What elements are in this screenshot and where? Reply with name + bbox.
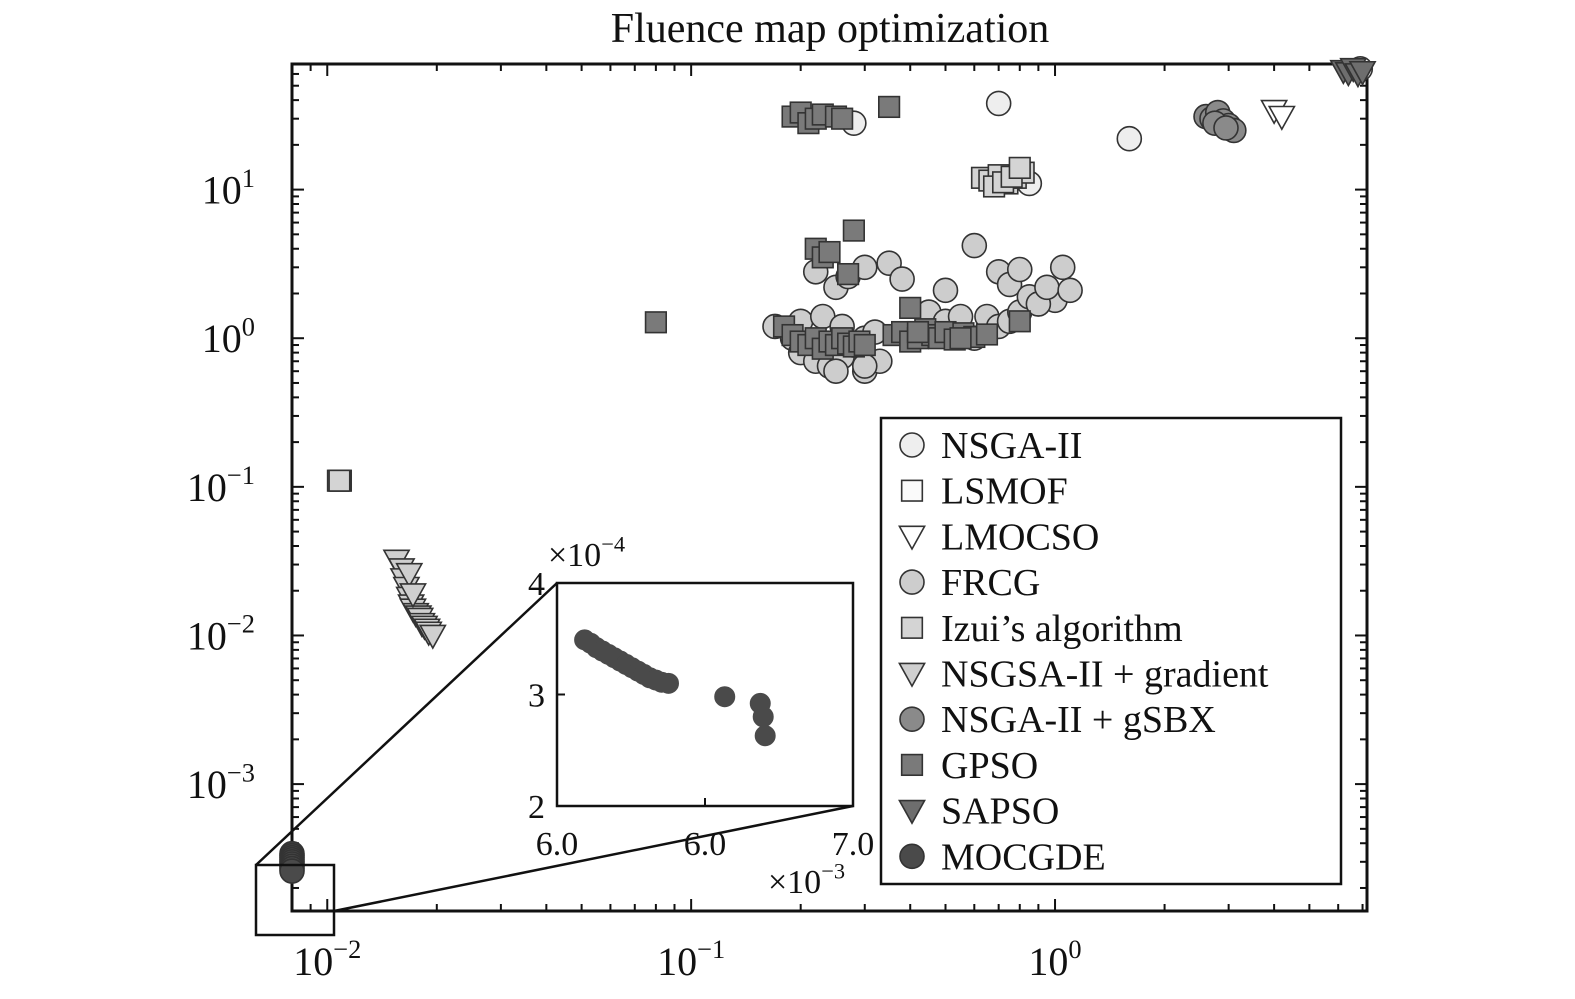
point-gpso — [949, 327, 972, 350]
legend-label: Izui’s algorithm — [941, 608, 1183, 650]
legend-marker — [898, 525, 926, 551]
axes: 10−2 10−1 100 10−3 10−2 10−1 100 101 — [187, 63, 1367, 984]
inset-point-mocgde — [754, 725, 776, 747]
legend-marker — [899, 843, 925, 870]
inset-plot-area — [555, 581, 855, 808]
legend-label: MOCGDE — [941, 836, 1106, 878]
inset-y-tick-label: 4 — [528, 566, 545, 603]
point-frcg — [961, 232, 988, 259]
point-nsga-ii — [985, 90, 1012, 117]
zoom-region-box — [254, 863, 336, 937]
point-gpso — [906, 320, 930, 344]
legend-label: GPSO — [941, 745, 1038, 787]
point-gpso — [853, 333, 876, 357]
legend-marker — [898, 662, 926, 688]
point-gpso — [842, 219, 865, 242]
legend-marker — [900, 479, 924, 502]
point-nsgsa-ii-gradient — [418, 624, 447, 650]
inset-point-mocgde — [714, 686, 736, 708]
point-izui-s-algorithm — [328, 469, 351, 492]
point-lmocso — [1267, 105, 1296, 131]
zoom-inset: 2 3 4 6.0 6.0 7.0 ×10−4 ×10−3 — [254, 532, 875, 937]
point-nsga-ii-gsbx — [1213, 115, 1239, 141]
point-frcg — [851, 353, 878, 379]
y-tick-label: 10−2 — [187, 609, 255, 659]
point-frcg — [1049, 254, 1076, 281]
legend-marker — [900, 616, 924, 639]
legend-marker — [899, 432, 925, 458]
point-sapso — [1348, 60, 1377, 87]
point-frcg — [1034, 274, 1060, 301]
zoom-connector-line — [333, 804, 854, 913]
point-mocgde — [279, 858, 305, 884]
legend-label: FRCG — [941, 562, 1040, 604]
y-tick-label: 10−1 — [187, 460, 255, 510]
point-gpso — [644, 311, 668, 334]
legend-marker — [898, 799, 926, 825]
inset-point-mocgde — [657, 672, 679, 694]
legend-marker — [899, 569, 925, 595]
legend-label: LMOCSO — [941, 516, 1099, 558]
legend-label: SAPSO — [941, 791, 1059, 833]
x-tick-label: 10−1 — [657, 934, 725, 984]
point-frcg — [1057, 277, 1083, 304]
legend-label: NSGA-II — [941, 425, 1082, 467]
point-gpso — [1008, 310, 1031, 333]
point-gpso — [831, 107, 854, 130]
legend-label: NSGA-II + gSBX — [941, 699, 1216, 741]
inset-y-tick-label: 2 — [528, 789, 545, 826]
y-tick-label: 101 — [202, 163, 255, 213]
point-gpso — [878, 95, 901, 119]
point-nsgsa-ii-gradient — [395, 562, 424, 589]
point-gpso — [836, 262, 860, 286]
x-tick-label: 10−2 — [293, 934, 361, 984]
inset-y-multiplier: ×10−4 — [548, 532, 625, 574]
point-nsgsa-ii-gradient — [399, 583, 427, 609]
inset-y-tick-label: 3 — [528, 678, 545, 715]
data-points — [279, 55, 1377, 884]
inset-x-tick-label: 6.0 — [536, 826, 579, 863]
inset-x-tick-label: 6.0 — [684, 826, 727, 863]
point-gpso — [899, 296, 922, 320]
legend-label: NSGSA-II + gradient — [941, 654, 1269, 696]
legend-marker — [900, 753, 924, 777]
point-gpso — [975, 323, 999, 346]
inset-point-mocgde — [752, 706, 774, 728]
point-gpso — [818, 240, 841, 264]
point-frcg — [889, 266, 915, 292]
chart-title: Fluence map optimization — [611, 6, 1050, 52]
point-frcg — [823, 358, 849, 384]
x-tick-label: 100 — [1028, 934, 1081, 984]
point-frcg — [1006, 256, 1033, 283]
y-tick-label: 10−3 — [187, 757, 255, 807]
point-frcg — [932, 277, 959, 304]
y-tick-label: 100 — [202, 311, 255, 361]
inset-x-tick-label: 7.0 — [832, 826, 875, 863]
legend-box — [879, 416, 1343, 886]
point-nsga-ii — [1116, 125, 1143, 152]
point-izui-s-algorithm — [1008, 156, 1031, 180]
zoom-connector-line — [255, 582, 558, 866]
inset-x-multiplier: ×10−3 — [768, 859, 845, 901]
legend-marker — [899, 706, 925, 733]
legend-label: LSMOF — [941, 471, 1068, 513]
